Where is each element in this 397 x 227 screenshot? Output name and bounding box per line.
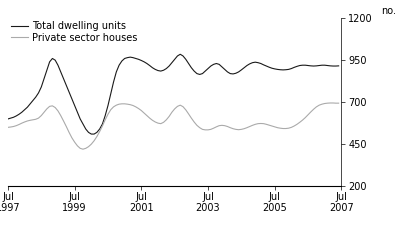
Total dwelling units: [336, 64, 341, 67]
Private sector houses: [75, 144, 80, 147]
Y-axis label: no.: no.: [382, 7, 397, 17]
Total dwelling units: [97, 128, 102, 130]
Total dwelling units: [239, 69, 244, 71]
Total dwelling units: [89, 133, 94, 136]
Private sector houses: [328, 102, 333, 104]
Total dwelling units: [195, 72, 199, 75]
Private sector houses: [6, 126, 10, 129]
Line: Private sector houses: Private sector houses: [8, 103, 339, 149]
Total dwelling units: [331, 65, 335, 67]
Total dwelling units: [75, 111, 80, 114]
Private sector houses: [270, 125, 274, 127]
Private sector houses: [81, 148, 85, 151]
Private sector houses: [236, 128, 241, 131]
Private sector houses: [331, 102, 335, 104]
Total dwelling units: [6, 118, 10, 120]
Private sector houses: [192, 121, 197, 123]
Line: Total dwelling units: Total dwelling units: [8, 54, 339, 134]
Legend: Total dwelling units, Private sector houses: Total dwelling units, Private sector hou…: [10, 20, 139, 44]
Private sector houses: [97, 130, 102, 133]
Private sector houses: [336, 102, 341, 104]
Total dwelling units: [178, 53, 183, 56]
Total dwelling units: [272, 67, 277, 70]
